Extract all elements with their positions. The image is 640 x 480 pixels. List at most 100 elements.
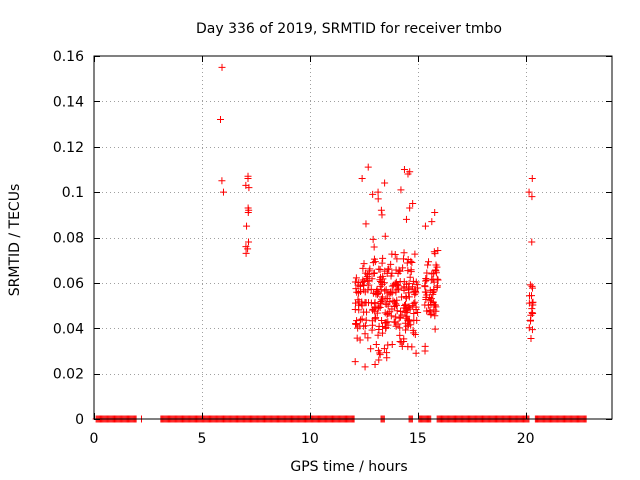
data-point	[430, 248, 438, 256]
data-point	[244, 175, 252, 183]
data-point	[431, 312, 439, 320]
data-point	[376, 351, 384, 359]
data-point	[368, 317, 376, 325]
data-point	[411, 298, 419, 306]
data-point	[406, 273, 414, 281]
data-point	[387, 288, 395, 296]
data-point	[378, 317, 386, 325]
y-axis-ticks: 0 0.02 0.04 0.06 0.08 0.1 0.12 0.14 0.16	[53, 49, 612, 428]
data-point	[364, 163, 372, 171]
data-point	[404, 267, 412, 275]
data-point	[386, 298, 394, 306]
data-point	[364, 334, 372, 342]
data-point	[354, 279, 362, 287]
data-point	[392, 266, 400, 274]
data-point	[369, 235, 377, 243]
data-point	[370, 243, 378, 251]
data-point	[381, 232, 389, 240]
data-point	[525, 188, 533, 196]
data-point	[376, 265, 384, 273]
data-point	[218, 63, 226, 71]
data-point	[409, 277, 417, 285]
data-point	[360, 308, 368, 316]
data-point	[243, 222, 251, 230]
data-point	[369, 259, 377, 267]
data-point	[432, 261, 440, 269]
data-point	[242, 249, 250, 257]
data-point	[374, 347, 382, 355]
data-point	[527, 334, 535, 342]
data-point	[404, 170, 412, 178]
data-point	[382, 324, 390, 332]
data-point	[369, 305, 377, 313]
data-point	[427, 300, 435, 308]
data-point	[434, 276, 442, 284]
y-axis-label: SRMTID / TECUs	[7, 184, 23, 297]
data-point	[402, 300, 410, 308]
y-tick-label: 0.04	[53, 321, 84, 337]
data-point	[352, 274, 360, 282]
data-point	[399, 264, 407, 272]
data-point	[428, 218, 436, 226]
data-point	[403, 306, 411, 314]
x-tick-label: 0	[90, 431, 99, 447]
data-point	[380, 345, 388, 353]
data-point	[407, 268, 415, 276]
data-point	[358, 300, 366, 308]
data-point	[430, 269, 438, 277]
data-point	[525, 299, 533, 307]
data-point	[365, 277, 373, 285]
data-point	[404, 343, 412, 351]
data-point	[369, 190, 377, 198]
y-tick-label: 0.1	[62, 185, 84, 201]
data-point	[525, 324, 533, 332]
data-point	[393, 301, 401, 309]
data-point	[359, 264, 367, 272]
data-point	[384, 265, 392, 273]
x-tick-label: 15	[409, 431, 427, 447]
data-point	[410, 299, 418, 307]
data-point	[421, 342, 429, 350]
data-point	[373, 309, 381, 317]
y-tick-label: 0.16	[53, 49, 84, 65]
data-point	[414, 309, 422, 317]
data-point	[353, 288, 361, 296]
data-point	[405, 284, 413, 292]
data-point	[528, 326, 536, 334]
data-point	[382, 319, 390, 327]
data-point	[366, 265, 374, 273]
data-point	[426, 286, 434, 294]
data-point	[351, 358, 359, 366]
chart-title: Day 336 of 2019, SRMTID for receiver tmb…	[196, 21, 502, 37]
y-tick-label: 0.08	[53, 231, 84, 247]
data-point	[356, 282, 364, 290]
data-point	[361, 363, 369, 371]
data-point	[424, 261, 432, 269]
data-point	[362, 299, 370, 307]
data-point	[431, 325, 439, 333]
data-points	[216, 63, 537, 371]
data-point	[378, 259, 386, 267]
x-axis-label: GPS time / hours	[290, 459, 407, 475]
data-point	[218, 177, 226, 185]
x-tick-label: 5	[197, 431, 206, 447]
data-point	[368, 306, 376, 314]
data-point	[402, 326, 410, 334]
data-point	[391, 251, 399, 259]
data-point	[216, 116, 224, 124]
data-point	[406, 204, 414, 212]
data-point	[378, 211, 386, 219]
data-point	[423, 269, 431, 277]
data-point	[427, 297, 435, 305]
data-point	[425, 258, 433, 266]
data-point	[374, 331, 382, 339]
data-point	[430, 278, 438, 286]
data-point	[389, 297, 397, 305]
data-point	[411, 330, 419, 338]
data-point	[410, 310, 418, 318]
x-tick-label: 20	[517, 431, 535, 447]
data-point	[370, 255, 378, 263]
data-point	[402, 314, 410, 322]
data-point	[244, 209, 252, 217]
